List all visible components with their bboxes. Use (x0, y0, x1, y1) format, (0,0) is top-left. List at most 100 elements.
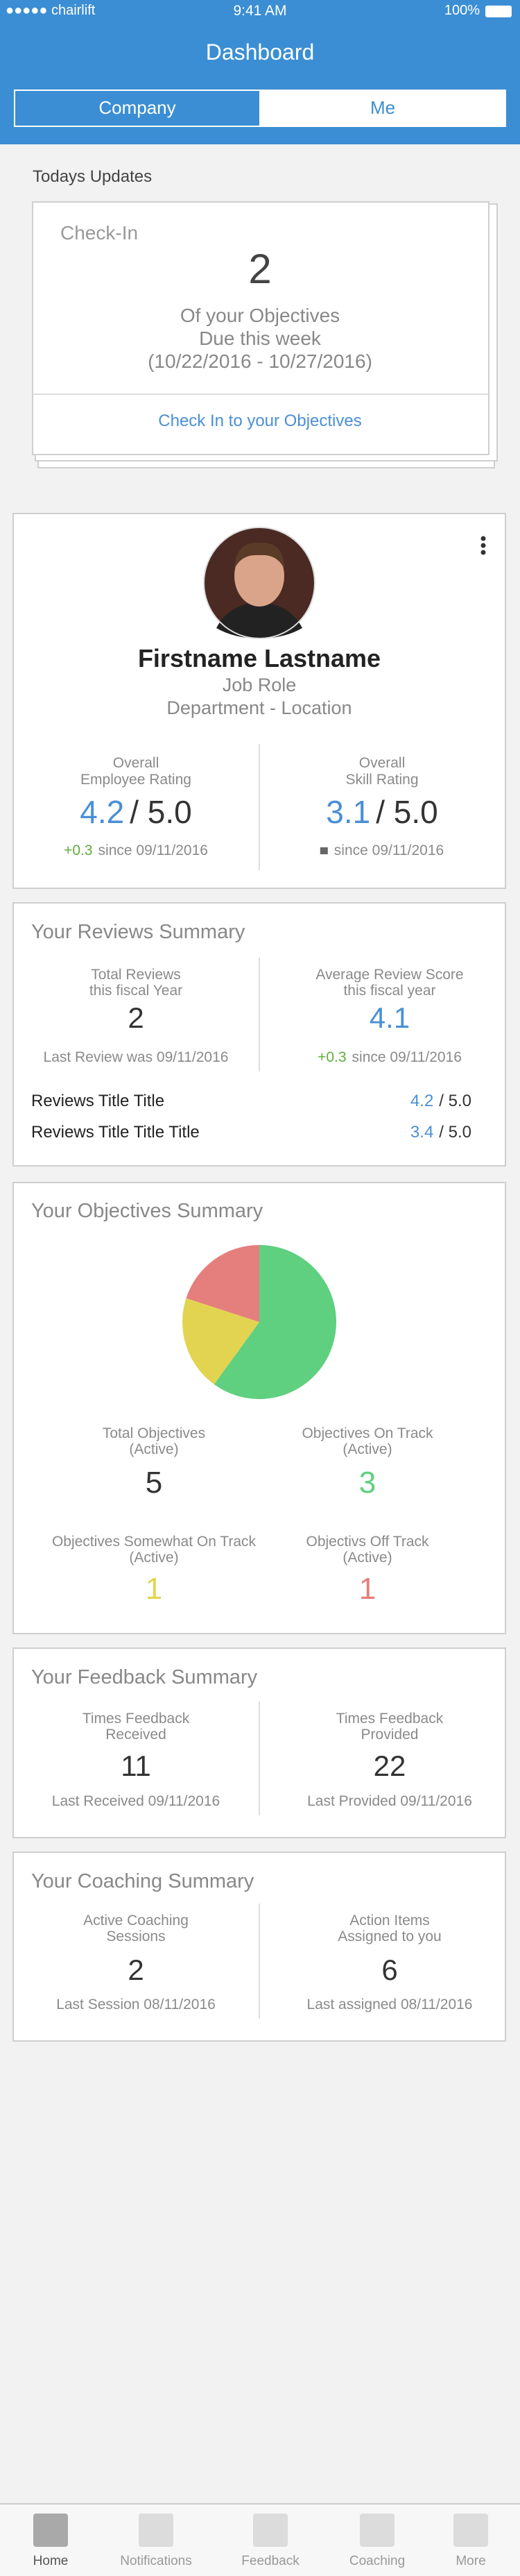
rating-label: Employee Rating (80, 772, 191, 788)
tab-label-part[interactable]: Notifications (120, 2554, 192, 2568)
review-score-part: / 5.0 (439, 1123, 471, 1142)
review-title-part: Reviews Title Title Title (31, 1123, 200, 1142)
stat-label: Active Coaching (83, 1913, 189, 1929)
stat-note: Last Received 09/11/2016 (52, 1793, 220, 1809)
stat-note-part: since 09/11/2016 (352, 1049, 462, 1065)
stat-value: 2 (128, 1954, 144, 1986)
tab-icon[interactable] (360, 2514, 395, 2547)
stat-note: Last assigned 08/11/2016 (307, 1997, 473, 2012)
rating-label-part: Overall (113, 755, 159, 771)
avatar-suit (216, 602, 302, 638)
profile-department-part: Department - Location (166, 697, 352, 718)
tab-icon[interactable] (33, 2514, 68, 2547)
avatar-hair (234, 542, 284, 569)
card-title: Your Objectives Summary (31, 1200, 263, 1222)
stat-label: Total Reviews (91, 967, 181, 983)
tab-label-part[interactable]: Home (33, 2554, 69, 2568)
stat-label-part: Action Items (349, 1913, 430, 1929)
battery-level-part: 100% (444, 3, 480, 18)
card-title-part: Your Objectives Summary (31, 1200, 263, 1222)
menu-dot[interactable] (480, 543, 486, 548)
rating-change: +0.3 since 09/11/2016 (64, 842, 208, 858)
tab-label-part[interactable]: More (456, 2554, 485, 2568)
rating-change-part: +0.3 (64, 842, 92, 858)
profile-department: Department - Location (166, 697, 352, 718)
pie-slice (186, 1245, 259, 1322)
tab-label[interactable]: Coaching (349, 2554, 405, 2568)
rating-value: 3.1/ 5.0 (326, 794, 437, 830)
stat-label: Sessions (106, 1929, 165, 1944)
review-score: 4.2 / 5.0 (410, 1092, 471, 1110)
stat-label: Total Objectives (103, 1425, 205, 1441)
section-heading: Todays Updates (33, 167, 152, 186)
stat-label: Average Review Score (315, 967, 463, 983)
stat-label-part: Objectives On Track (302, 1425, 433, 1441)
profile-role-part: Job Role (223, 675, 297, 695)
stat-value-part: 6 (381, 1954, 397, 1986)
stat-value: 22 (374, 1749, 406, 1782)
segment-on[interactable] (14, 90, 261, 127)
tab-icon[interactable] (453, 2514, 488, 2547)
stat-label-part: Total Reviews (91, 967, 181, 983)
checkin-line: Due this week (199, 328, 322, 349)
segment-label[interactable]: Me (370, 97, 395, 118)
stat-note: Last Session 08/11/2016 (56, 1997, 216, 2012)
stat-label-part: (Active) (129, 1550, 178, 1566)
checkin-link-part[interactable]: Check In to your Objectives (158, 412, 361, 430)
rating-label: Skill Rating (345, 772, 418, 788)
segment-label[interactable]: Company (98, 97, 175, 118)
menu-dot[interactable] (480, 536, 486, 541)
card-title: Check-In (60, 222, 138, 244)
checkin-link[interactable]: Check In to your Objectives (158, 412, 361, 430)
tab-label[interactable]: More (456, 2554, 485, 2568)
review-score-part: / 5.0 (439, 1092, 471, 1110)
stat-label-part: Received (105, 1727, 166, 1743)
page-title: Dashboard (206, 40, 315, 65)
stat-note-part: Last Session 08/11/2016 (56, 1997, 216, 2012)
checkin-card (32, 201, 489, 455)
stat-label: Assigned to you (338, 1929, 441, 1944)
rating-label-part: Employee Rating (80, 772, 191, 788)
segment-label-part[interactable]: Company (98, 97, 175, 118)
tab-label[interactable]: Notifications (120, 2554, 192, 2568)
avatar-face (234, 545, 284, 607)
checkin-line-part: Due this week (199, 328, 322, 349)
tab-label-part[interactable]: Feedback (241, 2554, 300, 2568)
card-title: Your Reviews Summary (31, 921, 245, 943)
stat-label: Times Feedback (83, 1711, 190, 1727)
rating-label-part: Skill Rating (345, 772, 418, 788)
tab-label[interactable]: Home (33, 2554, 69, 2568)
tab-icon[interactable] (139, 2514, 173, 2547)
tab-label-part[interactable]: Coaching (349, 2554, 405, 2568)
stat-label: this fiscal Year (89, 983, 182, 999)
segment-label-part[interactable]: Me (370, 97, 395, 118)
stat-label-part: Assigned to you (338, 1929, 441, 1944)
card-title: Your Coaching Summary (31, 1870, 254, 1892)
segment-off[interactable] (259, 90, 506, 127)
stat-label-part: (Active) (343, 1441, 392, 1457)
review-score-part: 4.2 (410, 1092, 433, 1110)
card-title-part: Check-In (60, 222, 138, 244)
stat-value-part: 2 (128, 1001, 144, 1034)
checkin-line: (10/22/2016 - 10/27/2016) (148, 350, 372, 372)
clock: 9:41 AM (233, 3, 286, 19)
stat-label: Objectives On Track (302, 1425, 433, 1441)
card-title-part: Your Coaching Summary (31, 1870, 254, 1892)
stat-note-part: Last assigned 08/11/2016 (307, 1997, 473, 2012)
tab-label[interactable]: Feedback (241, 2554, 300, 2568)
stat-label-part: Total Objectives (103, 1425, 205, 1441)
stat-value-part: 1 (359, 1572, 376, 1606)
stat-value: 6 (381, 1954, 397, 1986)
stat-note-part: Last Provided 09/11/2016 (307, 1793, 472, 1809)
rating-value-part: / 5.0 (376, 794, 438, 830)
tab-icon[interactable] (253, 2514, 288, 2547)
stat-label-part: (Active) (343, 1550, 392, 1566)
menu-dot[interactable] (480, 550, 486, 555)
stat-value-part: 4.1 (370, 1001, 410, 1034)
stat-label-part: Times Feedback (336, 1711, 444, 1727)
stat-note: Last Review was 09/11/2016 (44, 1049, 229, 1065)
stat-value: 11 (121, 1749, 151, 1782)
stat-value: 1 (146, 1572, 162, 1606)
battery-icon (485, 6, 512, 17)
